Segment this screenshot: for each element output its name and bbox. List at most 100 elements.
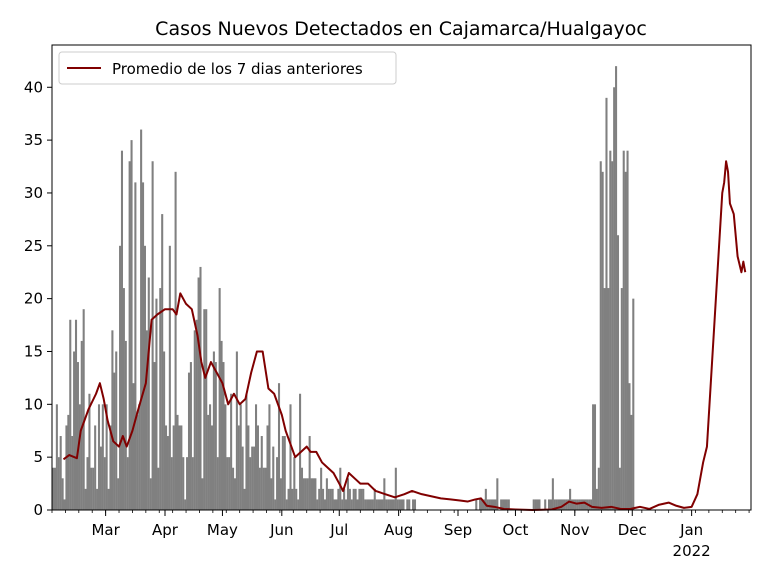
x-year-label: 2022 (673, 542, 711, 560)
x-tick-label: Oct (502, 521, 528, 539)
bar-series (52, 66, 635, 511)
bar (392, 499, 395, 510)
bar (377, 499, 380, 510)
bar (323, 499, 327, 510)
bar (222, 362, 225, 510)
legend: Promedio de los 7 dias anteriores (58, 51, 397, 85)
bar (576, 499, 579, 510)
bar (622, 150, 625, 510)
bar (354, 488, 357, 510)
bar (548, 499, 551, 510)
bar (130, 140, 133, 511)
bar (580, 499, 583, 510)
bar (490, 499, 493, 510)
bar (103, 457, 106, 510)
moving-average-line (62, 160, 747, 511)
bar (333, 499, 336, 510)
bar (260, 436, 263, 510)
bar (480, 499, 484, 510)
bar (331, 488, 334, 510)
bar (398, 499, 401, 510)
bar (565, 499, 568, 510)
bar (607, 288, 610, 510)
x-tick-label: Jan (679, 521, 703, 539)
x-tick-label: Mar (91, 521, 120, 539)
bar (367, 499, 371, 510)
bar (232, 467, 235, 510)
bar (67, 414, 70, 510)
x-tick-label: Sep (444, 521, 472, 539)
x-tick-label: Apr (152, 521, 179, 539)
bar (96, 488, 99, 510)
x-tick-label: Jun (269, 521, 293, 539)
bar (172, 425, 175, 510)
bar (270, 478, 273, 510)
bar (505, 499, 508, 510)
bar (283, 436, 286, 510)
bar (161, 214, 164, 510)
bar (304, 478, 307, 510)
bar (195, 319, 198, 510)
line-series (62, 160, 747, 511)
bar (413, 499, 417, 510)
bar (220, 340, 223, 510)
bar (155, 298, 158, 510)
bar (109, 425, 112, 510)
bar (92, 467, 95, 510)
bar (122, 288, 125, 510)
x-tick-label: Jul (329, 521, 348, 539)
bar (136, 414, 139, 510)
bar (170, 457, 173, 510)
bar (375, 499, 378, 510)
bar (224, 404, 227, 510)
bar (207, 414, 210, 510)
bar (187, 372, 191, 510)
bar (484, 488, 487, 510)
bar (345, 499, 348, 510)
bar (551, 478, 554, 510)
bar (126, 457, 129, 510)
bar (76, 362, 79, 510)
bar (320, 467, 323, 510)
bar (134, 182, 137, 510)
bar (396, 499, 399, 510)
bar (71, 436, 74, 510)
bar (569, 488, 572, 510)
bar (289, 404, 292, 510)
bar (176, 414, 179, 510)
bar (362, 488, 365, 510)
bar (120, 150, 124, 510)
y-tick-label: 30 (24, 184, 43, 202)
bar (78, 404, 81, 510)
bar (492, 499, 495, 510)
bar (624, 171, 627, 510)
bar (55, 404, 58, 510)
y-tick-label: 25 (24, 237, 43, 255)
bar (159, 288, 162, 510)
bar (65, 425, 68, 510)
bar (475, 499, 478, 510)
bar (599, 161, 602, 510)
bar (157, 467, 160, 510)
bar (557, 499, 560, 510)
bar (343, 488, 346, 510)
bar (285, 499, 288, 510)
bar (356, 499, 359, 510)
bar (628, 383, 631, 510)
bar (538, 499, 541, 510)
bar (544, 499, 547, 510)
bar (88, 393, 91, 510)
bar (256, 425, 259, 510)
bar (379, 499, 382, 510)
bar (216, 457, 219, 510)
bar (166, 436, 169, 510)
bar (295, 488, 298, 510)
bar (369, 499, 372, 510)
bar (316, 499, 319, 510)
bar (73, 351, 76, 510)
bar (613, 87, 616, 511)
bar (593, 404, 597, 510)
bar (199, 266, 202, 510)
bar (335, 499, 338, 510)
